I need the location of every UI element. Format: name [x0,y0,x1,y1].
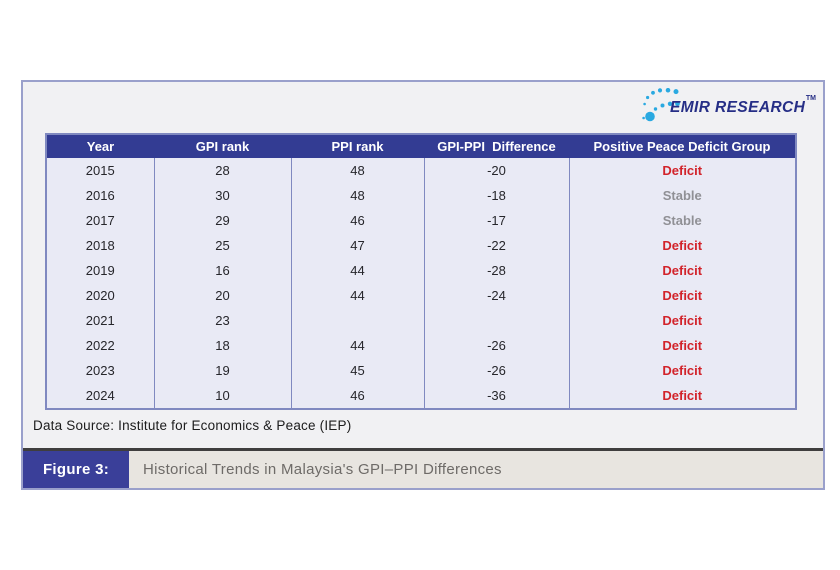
gpi-ppi-table: Year GPI rank PPI rank GPI-PPI Differenc… [45,133,797,410]
table-row: 2024 10 46 -36 Deficit [46,383,796,409]
table-row: 2018 25 47 -22 Deficit [46,233,796,258]
figure-caption-bar: Figure 3: Historical Trends in Malaysia'… [23,448,823,488]
group-cell: Deficit [568,283,796,308]
gpi-rank-cell: 19 [153,358,291,383]
col-header-ppi-rank: PPI rank [291,134,424,158]
logo-dots-icon [642,88,680,122]
difference-cell: -36 [423,383,569,409]
difference-cell [423,308,569,333]
group-cell: Stable [568,183,796,208]
year-cell: 2015 [85,163,115,178]
figure-label: Figure 3: [23,451,129,488]
table-row: 2023 19 45 -26 Deficit [46,358,796,383]
col-header-deficit-group: Positive Peace Deficit Group [569,134,796,158]
difference-cell: -26 [423,358,569,383]
logo-text: EMIR RESEARCH [670,99,806,116]
ppi-rank-cell: 44 [290,258,424,283]
table-row: 2022 18 44 -26 Deficit [46,333,796,358]
gpi-rank-cell: 18 [153,333,291,358]
year-cell: 2017 [85,213,115,228]
table-row: 2019 16 44 -28 Deficit [46,258,796,283]
table-row: 2015 28 48 -20 Deficit [46,158,796,183]
gpi-rank-cell: 25 [153,233,291,258]
year-cell: 2022 [85,338,115,353]
group-cell: Deficit [568,383,796,409]
table-row: 2016 30 48 -18 Stable [46,183,796,208]
ppi-rank-cell: 45 [290,358,424,383]
year-cell: 2019 [85,263,115,278]
difference-cell: -22 [423,233,569,258]
ppi-rank-cell: 47 [290,233,424,258]
col-header-difference: GPI-PPI Difference [424,134,569,158]
difference-cell: -28 [423,258,569,283]
table-row: 2021 23 Deficit [46,308,796,333]
gpi-rank-cell: 16 [153,258,291,283]
group-cell: Deficit [568,358,796,383]
group-cell: Deficit [568,308,796,333]
table-row: 2017 29 46 -17 Stable [46,208,796,233]
data-source-note: Data Source: Institute for Economics & P… [33,418,352,433]
difference-cell: -26 [423,333,569,358]
gpi-rank-cell: 30 [153,183,291,208]
figure-title: Historical Trends in Malaysia's GPI–PPI … [143,461,502,478]
year-cell: 2023 [85,363,115,378]
col-header-gpi-rank: GPI rank [154,134,291,158]
ppi-rank-cell: 46 [290,208,424,233]
gpi-rank-cell: 10 [153,383,291,409]
group-cell: Deficit [568,258,796,283]
table-row: 2020 20 44 -24 Deficit [46,283,796,308]
figure-frame: EMIR RESEARCH TM Year GPI rank PPI rank … [21,80,825,490]
group-cell: Deficit [568,233,796,258]
ppi-rank-cell [290,308,424,333]
difference-cell: -17 [423,208,569,233]
col-header-year: Year [46,134,154,158]
ppi-rank-cell: 48 [290,158,424,183]
logo-trademark-mark: TM [805,95,816,102]
group-cell: Stable [568,208,796,233]
difference-cell: -24 [423,283,569,308]
emir-research-logo: EMIR RESEARCH TM [620,87,820,125]
year-cell: 2021 [85,313,115,328]
gpi-rank-cell: 23 [153,308,291,333]
year-cell: 2018 [85,238,115,253]
group-cell: Deficit [568,333,796,358]
difference-cell: -20 [423,158,569,183]
year-cell: 2016 [85,188,115,203]
gpi-rank-cell: 29 [153,208,291,233]
group-cell: Deficit [568,158,796,183]
year-cell: 2024 [85,388,115,403]
gpi-rank-cell: 28 [153,158,291,183]
difference-cell: -18 [423,183,569,208]
ppi-rank-cell: 48 [290,183,424,208]
gpi-rank-cell: 20 [153,283,291,308]
year-cell: 2020 [85,288,115,303]
ppi-rank-cell: 44 [290,283,424,308]
ppi-rank-cell: 46 [290,383,424,409]
table-header-row: Year GPI rank PPI rank GPI-PPI Differenc… [46,134,796,158]
ppi-rank-cell: 44 [290,333,424,358]
